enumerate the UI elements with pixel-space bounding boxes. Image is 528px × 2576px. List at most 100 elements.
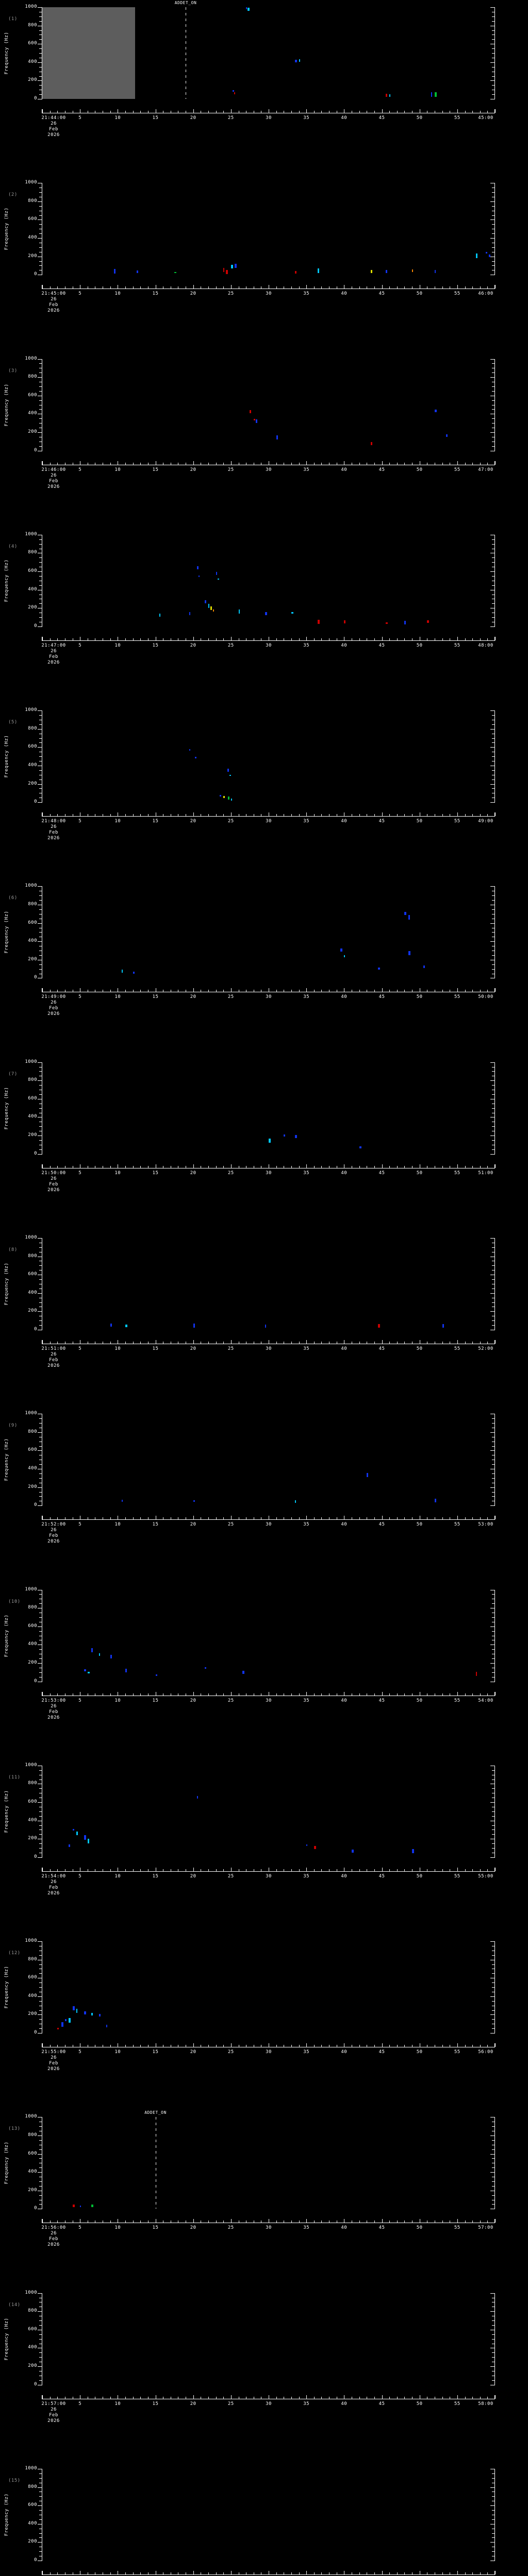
x-tick [193,1164,194,1168]
y-tick-label: 600 [28,217,37,222]
detection-mark [156,1674,157,1676]
spectrogram-panel: 0 200 400 600 800 1000 Frequency (Hz) (8) 21:51:… [0,1231,528,1406]
detection-mark [378,968,380,970]
detection-mark [69,2018,71,2023]
x-axis-date: 26 Feb 2026 [47,473,60,490]
y-tick [39,2334,42,2335]
y-tick-right [492,1788,495,1789]
x-tick-label: 10 [114,291,121,296]
x-tick [480,1342,481,1344]
x-tick [231,1692,232,1696]
y-tick-label: 400 [28,587,37,592]
y-tick-right [490,784,495,785]
x-tick-label: 45 [379,1346,385,1351]
y-tick [38,1154,42,1155]
x-tick-label: 5 [78,1698,81,1703]
y-tick-right [492,2001,495,2002]
x-tick-label: 5 [78,2049,81,2055]
x-tick-label: 40 [341,1874,347,1879]
x-tick [110,638,111,640]
y-tick [39,418,42,419]
x-tick-label: 25 [228,1698,234,1703]
x-tick [487,2221,488,2223]
y-tick-label: 0 [34,2206,37,2211]
x-tick [314,286,315,289]
y-tick-label: 600 [28,41,37,46]
x-tick-label: 30 [266,2049,272,2055]
x-tick-label-start: 21:56:00 [41,2225,65,2230]
x-tick [299,463,300,465]
x-tick [299,814,300,816]
y-tick-label: 1000 [25,1763,37,1768]
x-tick-label-end: 55:00 [478,1874,493,1879]
x-tick-label: 10 [114,643,121,648]
x-tick [495,637,496,640]
y-tick [39,2010,42,2011]
y-tick-right [492,1834,495,1835]
x-tick [442,990,443,992]
x-tick [193,1516,194,1519]
x-tick [472,1166,473,1168]
x-tick-label: 10 [114,1698,121,1703]
y-tick [38,2293,42,2294]
x-tick [382,109,383,113]
x-tick [389,638,390,640]
y-tick [39,955,42,956]
y-tick-label: 800 [28,2133,37,2138]
x-tick [140,1693,141,1696]
x-tick-label: 10 [114,1346,121,1351]
x-tick [465,286,466,289]
detection-mark [220,795,221,796]
x-tick [397,990,398,992]
spectrogram-figure: 0 200 400 600 800 1000 Frequency (Hz) (1) ADDET_… [0,0,528,2576]
x-tick-label: 55 [454,467,460,472]
y-tick [38,2014,42,2015]
detection-mark [256,419,257,423]
x-tick-label: 30 [266,1522,272,1527]
x-tick [276,1517,277,1519]
y-tick-right [490,2014,495,2015]
y-tick [38,359,42,360]
x-tick [276,1869,277,1871]
y-tick [39,1149,42,1150]
y-tick-label: 800 [28,726,37,731]
x-tick [397,463,398,465]
x-tick [231,637,232,640]
y-tick [38,886,42,887]
y-tick-label: 1000 [25,1939,37,1943]
y-tick [38,1941,42,1942]
detection-mark [234,92,235,94]
y-tick-right [492,2320,495,2321]
x-tick [404,990,405,992]
x-tick [472,2572,473,2574]
y-tick [39,1108,42,1109]
y-tick-label: 400 [28,1466,37,1471]
x-tick [125,1693,126,1696]
x-tick [208,1869,209,1871]
x-tick [472,2397,473,2399]
x-tick-label: 45 [379,1522,385,1527]
x-tick [389,1693,390,1696]
y-axis-title: Frequency (Hz) [4,1438,9,1481]
x-tick [125,638,126,640]
x-tick [382,988,383,992]
y-tick-right [490,201,495,202]
x-tick [133,1166,134,1168]
x-tick [291,111,292,113]
x-tick-label: 45 [379,2225,385,2230]
y-tick [39,964,42,965]
x-tick [133,111,134,113]
y-tick-right [492,2519,495,2520]
y-tick-right [492,76,495,77]
detection-mark [412,1849,414,1853]
y-tick [39,192,42,193]
y-tick [39,2167,42,2168]
x-tick-label: 10 [114,115,121,121]
y-tick-label: 600 [28,393,37,398]
x-tick [314,990,315,992]
y-tick [39,363,42,364]
y-tick-right [492,2352,495,2353]
x-tick-label: 55 [454,2049,460,2055]
x-tick [133,1342,134,1344]
y-tick-right [492,192,495,193]
